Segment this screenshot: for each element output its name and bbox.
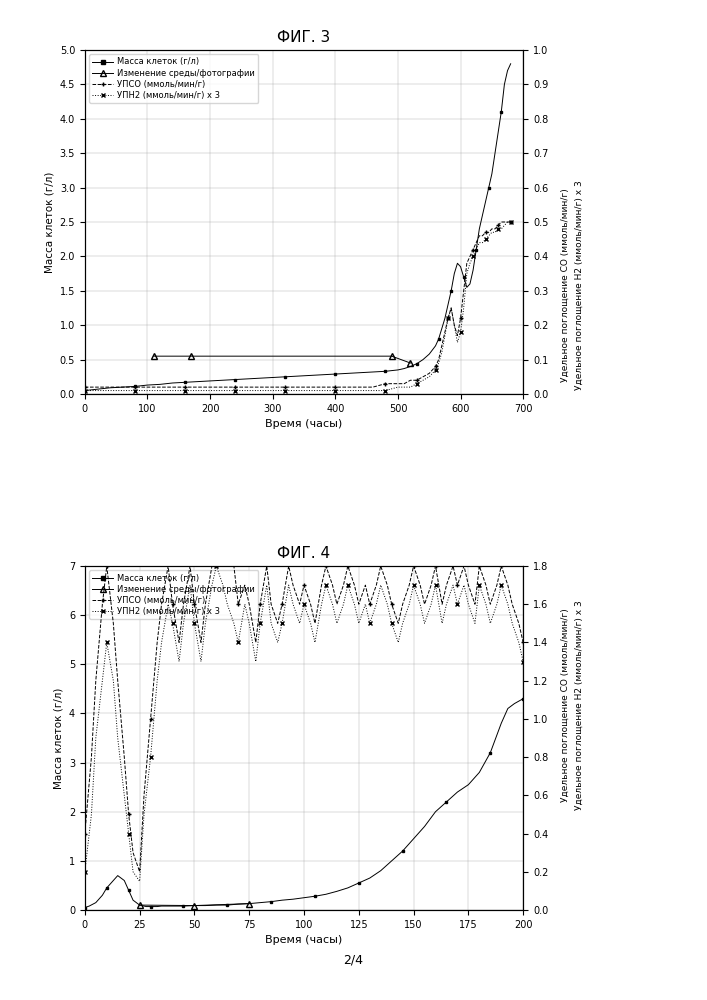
Legend: Масса клеток (г/л), Изменение среды/фотографии, УПСО (ммоль/мин/г), УПН2 (ммоль/: Масса клеток (г/л), Изменение среды/фото… [89, 54, 259, 103]
Text: 2/4: 2/4 [344, 954, 363, 966]
Legend: Масса клеток (г/л), Изменение среды/фотографии, УПСО (ммоль/мин/г), УПН2 (ммоль/: Масса клеток (г/л), Изменение среды/фото… [89, 570, 259, 619]
X-axis label: Время (часы): Время (часы) [265, 419, 343, 429]
Title: ФИГ. 4: ФИГ. 4 [277, 546, 331, 561]
Text: Удельное поглощение H2 (ммоль/мин/г) х 3: Удельное поглощение H2 (ммоль/мин/г) х 3 [575, 180, 584, 390]
Text: Удельное поглощение H2 (ммоль/мин/г) х 3: Удельное поглощение H2 (ммоль/мин/г) х 3 [575, 600, 584, 810]
Y-axis label: Масса клеток (г/л): Масса клеток (г/л) [44, 171, 54, 273]
Y-axis label: Масса клеток (г/л): Масса клеток (г/л) [53, 687, 64, 789]
Text: Удельное поглощение СО (ммоль/мин/г): Удельное поглощение СО (ммоль/мин/г) [561, 188, 570, 382]
Title: ФИГ. 3: ФИГ. 3 [277, 30, 331, 45]
X-axis label: Время (часы): Время (часы) [265, 935, 343, 945]
Text: Удельное поглощение СО (ммоль/мин/г): Удельное поглощение СО (ммоль/мин/г) [561, 608, 570, 802]
